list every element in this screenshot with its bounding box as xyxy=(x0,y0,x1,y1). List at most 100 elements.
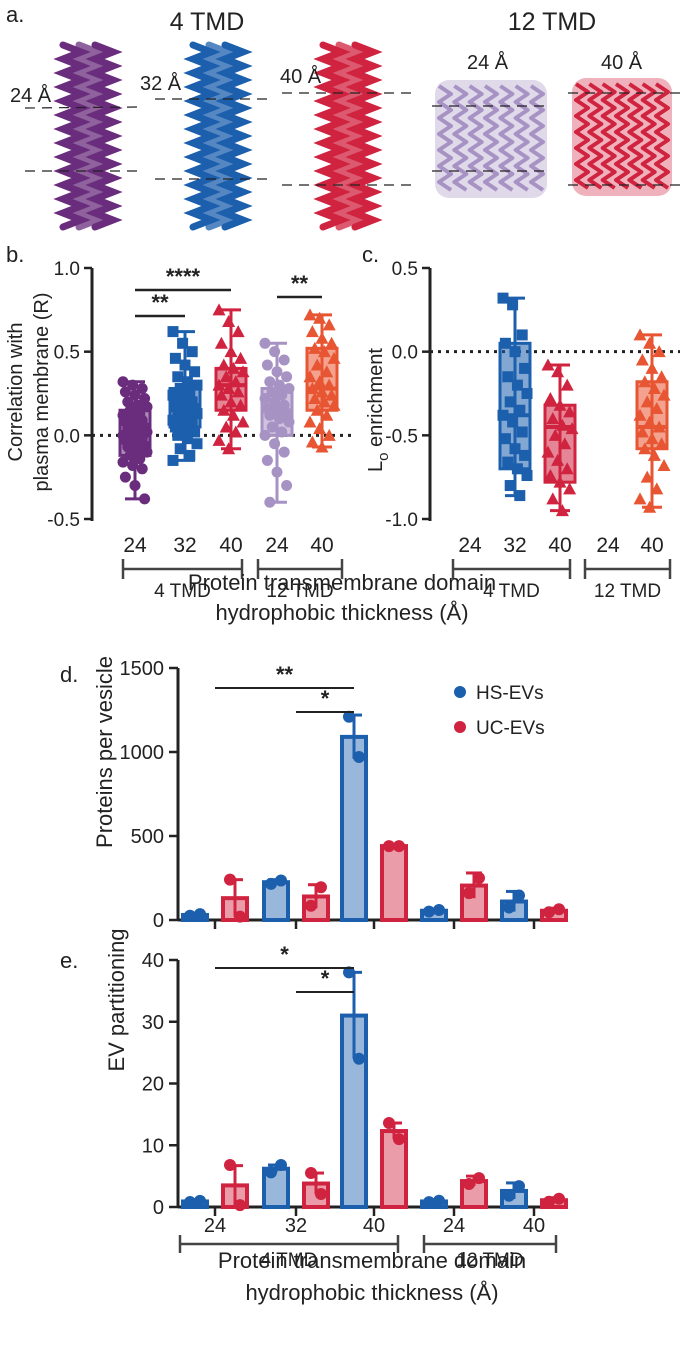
data-point xyxy=(315,331,329,344)
data-point xyxy=(521,469,533,481)
data-point xyxy=(433,1194,445,1207)
bar-hs-evs-4 xyxy=(500,889,528,923)
data-point xyxy=(325,388,339,401)
data-point xyxy=(283,416,295,428)
significance-label: ** xyxy=(291,271,309,296)
legend-uc-label: UC-EVs xyxy=(476,718,545,739)
helix-strand xyxy=(199,41,237,231)
data-point xyxy=(322,318,336,331)
data-point xyxy=(224,1159,236,1172)
data-point xyxy=(645,361,659,374)
data-point xyxy=(502,456,514,468)
data-point xyxy=(222,381,236,394)
data-point xyxy=(139,393,151,405)
data-point xyxy=(563,405,577,418)
tm-helix xyxy=(452,84,469,192)
data-point xyxy=(124,449,136,461)
data-point xyxy=(136,382,148,394)
data-point xyxy=(167,326,179,338)
data-point xyxy=(222,442,236,455)
data-point xyxy=(194,1194,206,1207)
data-point xyxy=(546,492,560,505)
data-point xyxy=(169,398,181,410)
data-point xyxy=(139,493,151,505)
panel-e: e. EV partitioning 40 30 20 10 0 24 32 40 24 40 4 … xyxy=(60,928,568,1271)
bar-uc-evs-4 xyxy=(540,1192,568,1210)
data-point xyxy=(276,389,288,401)
data-point xyxy=(212,303,226,316)
data-point xyxy=(322,378,336,391)
bar-uc-evs-3 xyxy=(460,1172,488,1209)
panel-a: a. 4 TMD 12 TMD 24 Å 32 Å 40 Å 24 Å 40 Å xyxy=(6,2,684,231)
panel-c-ylabel-main: L xyxy=(365,461,387,472)
data-point xyxy=(184,386,196,398)
data-point xyxy=(271,466,283,478)
data-point xyxy=(553,903,565,916)
panel-d-letter: d. xyxy=(60,662,78,687)
data-point xyxy=(640,470,654,483)
data-point xyxy=(264,409,276,421)
bar-uc-evs-2 xyxy=(380,840,408,923)
data-point xyxy=(181,433,193,445)
data-point xyxy=(543,1195,555,1208)
tm-helix xyxy=(437,84,453,192)
data-point xyxy=(186,346,198,358)
data-point xyxy=(261,359,273,371)
data-point xyxy=(383,1117,395,1130)
data-point xyxy=(521,388,533,399)
data-point xyxy=(315,1188,327,1201)
data-point xyxy=(303,370,317,383)
data-point xyxy=(645,432,659,445)
significance-label: ** xyxy=(151,290,169,315)
panel-a-12tmd-header: 12 TMD xyxy=(508,8,596,36)
panel-c-letter: c. xyxy=(362,242,379,267)
bar-uc-evs-1 xyxy=(302,881,330,922)
data-point xyxy=(640,395,654,408)
data-point xyxy=(502,371,514,383)
data-point xyxy=(184,449,196,461)
data-point xyxy=(555,504,569,517)
data-point xyxy=(265,1166,277,1179)
tm-helix xyxy=(513,84,530,192)
data-point xyxy=(503,901,515,914)
data-point xyxy=(129,480,141,492)
data-point xyxy=(393,1133,405,1146)
data-point xyxy=(174,382,186,394)
data-point xyxy=(127,459,139,471)
data-point xyxy=(322,428,336,441)
helix-label-24-12tmd: 24 Å xyxy=(467,51,509,74)
data-point xyxy=(122,441,134,453)
helix-bundle-1 xyxy=(183,41,253,231)
data-point xyxy=(308,341,322,354)
data-point xyxy=(315,440,329,453)
data-point xyxy=(119,386,131,398)
panel-a-letter: a. xyxy=(6,2,24,27)
data-point xyxy=(129,389,141,401)
data-point xyxy=(504,396,516,408)
data-point xyxy=(327,351,341,364)
box-24-å-12tmd xyxy=(259,337,295,508)
bc-xaxis-title-line2: hydrophobic thickness (Å) xyxy=(215,600,468,625)
x-tick-label: 24 xyxy=(596,534,620,557)
data-point xyxy=(509,443,521,455)
data-point xyxy=(543,392,557,405)
data-point xyxy=(393,840,405,853)
legend-uc-marker xyxy=(454,721,466,733)
data-point xyxy=(499,337,511,349)
x-tick-label: 32 xyxy=(285,1215,307,1237)
data-point xyxy=(141,446,153,458)
box-32-å-4tmd xyxy=(167,326,203,466)
helix-strand xyxy=(313,41,351,231)
data-point xyxy=(214,336,228,349)
data-point xyxy=(229,375,243,388)
data-point xyxy=(497,409,509,421)
data-point xyxy=(516,329,528,341)
data-point xyxy=(305,325,319,338)
box-40-å-12tmd xyxy=(633,328,671,513)
tm-helix xyxy=(654,82,670,190)
bar-uc-evs-4 xyxy=(540,903,568,923)
data-point xyxy=(278,446,290,458)
data-point xyxy=(423,905,435,918)
data-point xyxy=(189,426,201,438)
data-point xyxy=(516,426,528,438)
